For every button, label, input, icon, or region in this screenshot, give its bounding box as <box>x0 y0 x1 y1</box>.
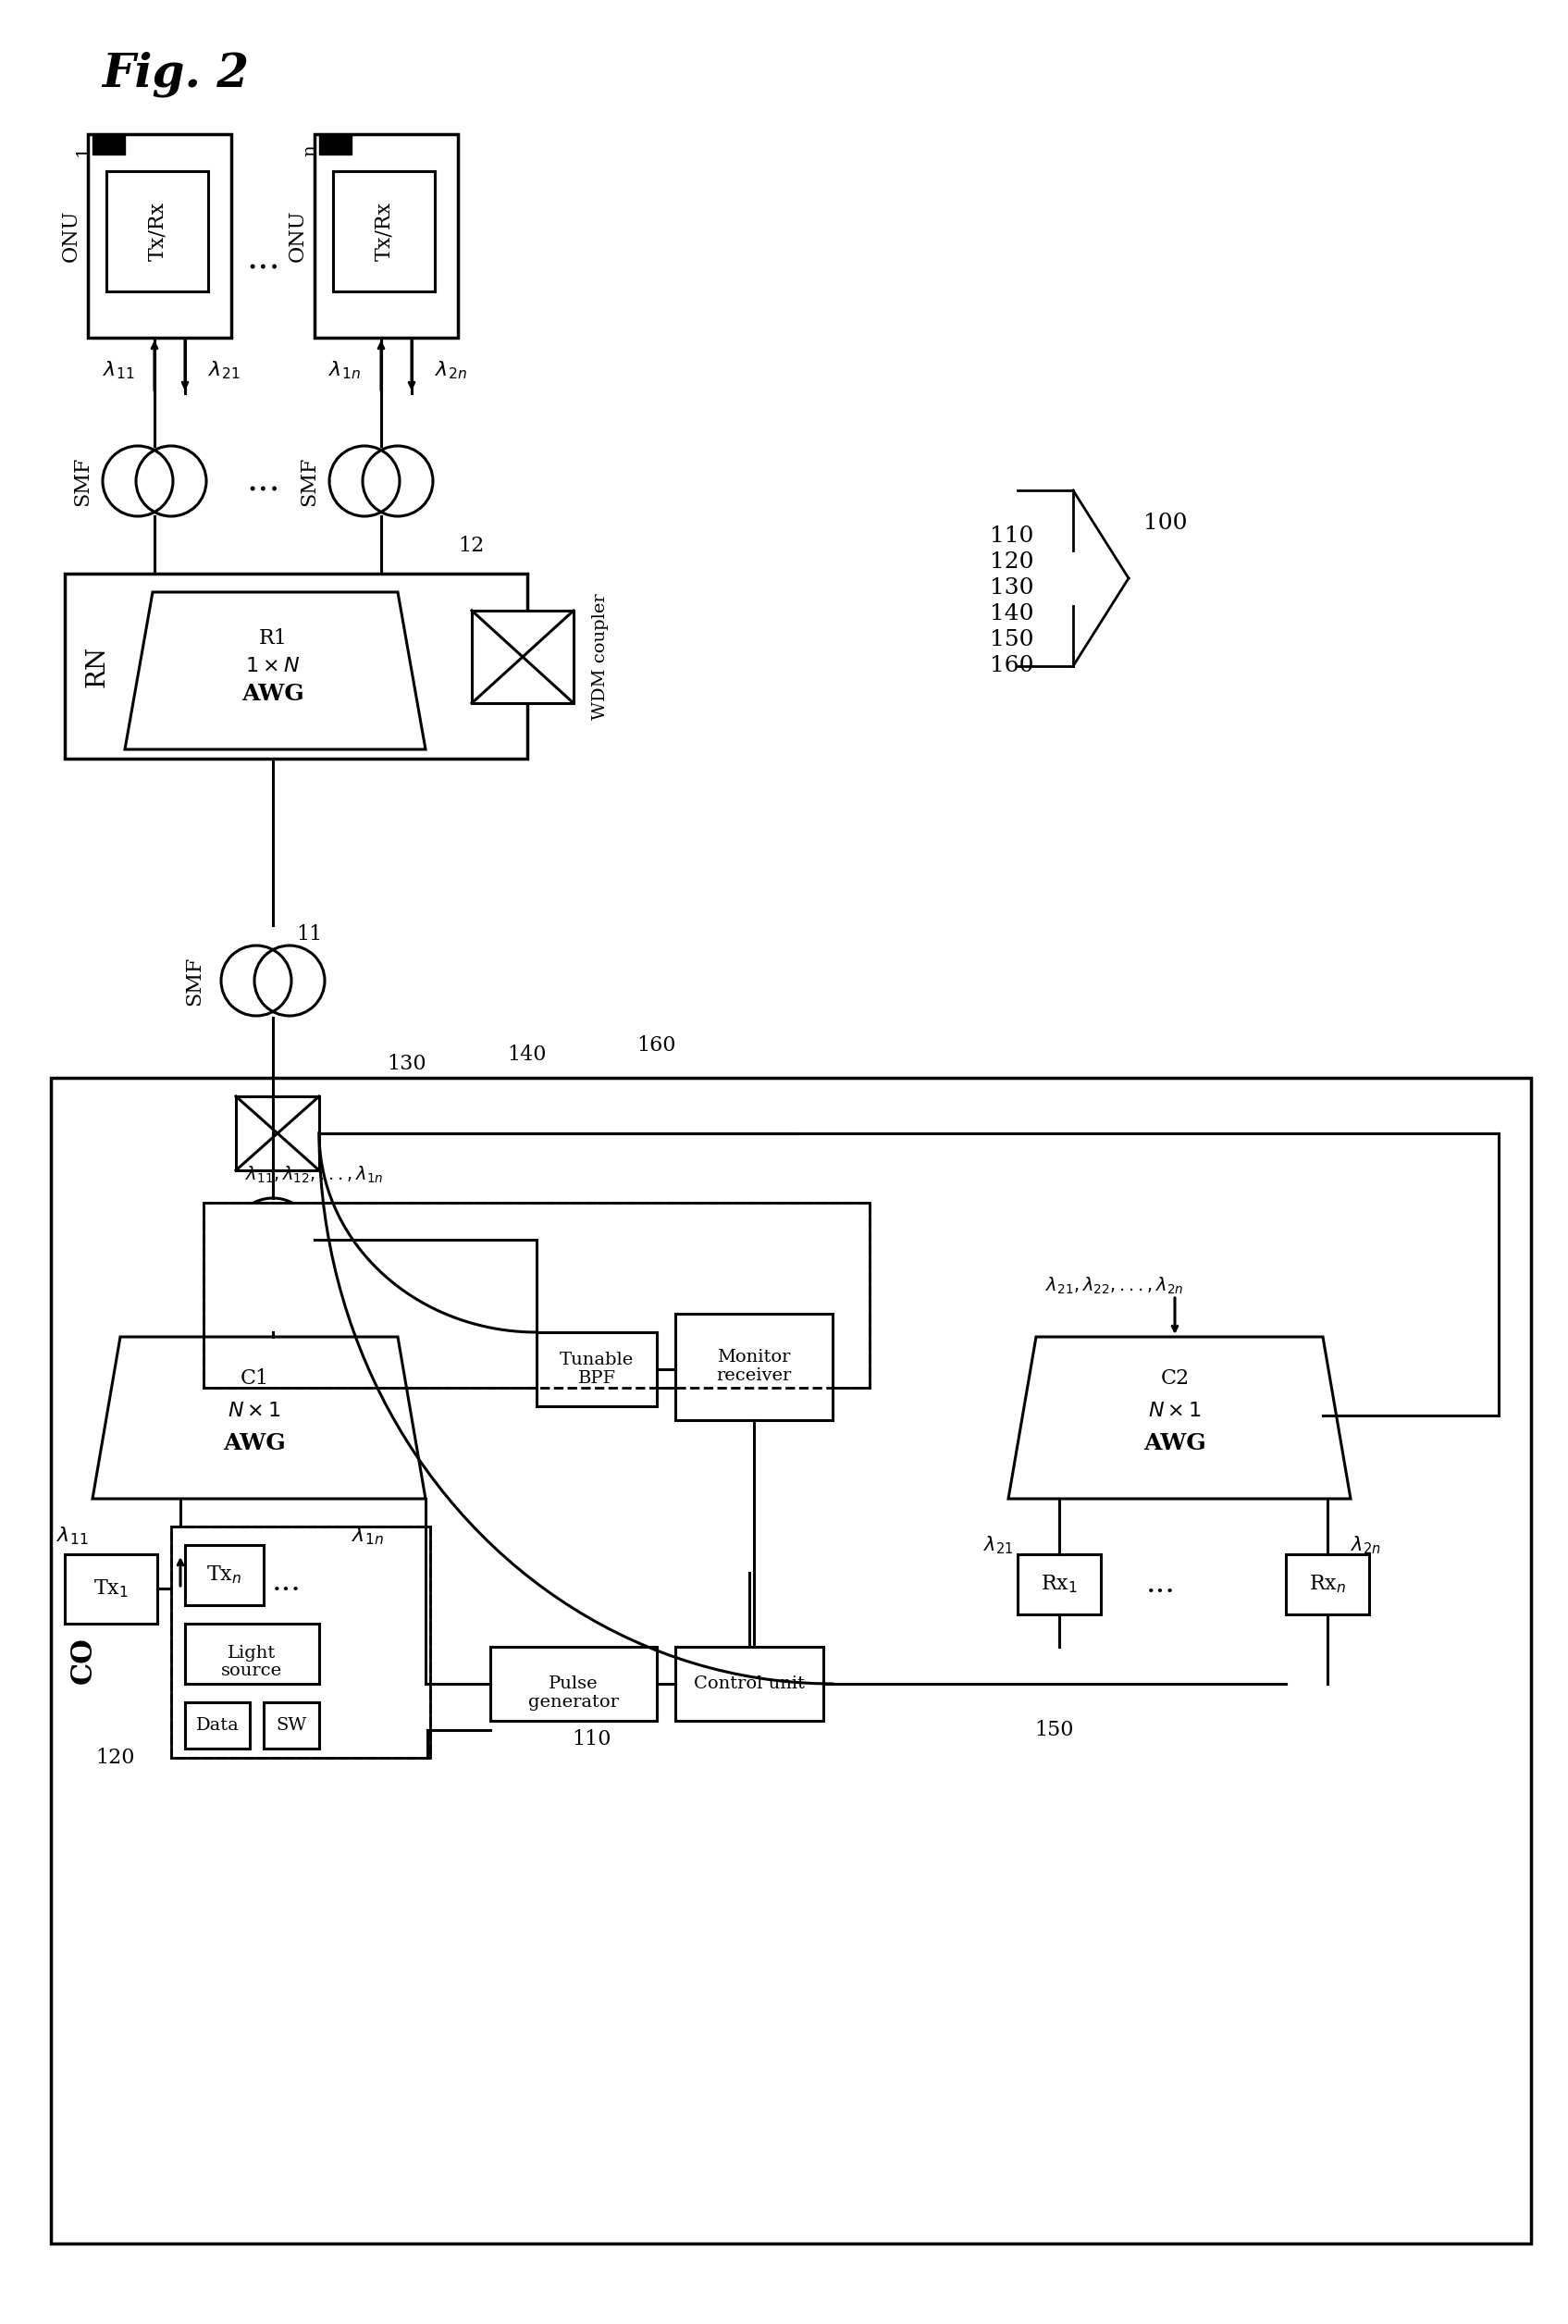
Bar <box>171 1527 430 1757</box>
Text: $\lambda_{21}, \lambda_{22}, ..., \lambda_{2n}$: $\lambda_{21}, \lambda_{22}, ..., \lambd… <box>1046 1276 1184 1297</box>
Text: Light: Light <box>227 1645 276 1662</box>
Bar <box>1286 1555 1369 1615</box>
Bar <box>185 1624 320 1685</box>
Text: 110: 110 <box>989 525 1033 546</box>
Text: SMF: SMF <box>183 955 204 1006</box>
Text: SMF: SMF <box>299 456 320 507</box>
Text: 160: 160 <box>989 655 1033 676</box>
Text: Tunable: Tunable <box>560 1353 633 1369</box>
Text: Tx/Rx: Tx/Rx <box>373 202 394 260</box>
Bar <box>536 1332 657 1406</box>
Text: BPF: BPF <box>577 1371 616 1387</box>
Text: 100: 100 <box>1143 511 1187 532</box>
Text: ...: ... <box>246 242 281 277</box>
Text: $\lambda_{11}$: $\lambda_{11}$ <box>102 360 135 381</box>
Text: $\lambda_{11}$: $\lambda_{11}$ <box>56 1525 88 1548</box>
Text: AWG: AWG <box>223 1432 285 1455</box>
Bar <box>204 1204 870 1387</box>
Text: Rx$_n$: Rx$_n$ <box>1309 1573 1345 1594</box>
Text: SMF: SMF <box>72 456 93 507</box>
Text: SW: SW <box>276 1717 307 1734</box>
Text: $N\times1$: $N\times1$ <box>1148 1401 1201 1420</box>
Text: Tx$_1$: Tx$_1$ <box>94 1578 129 1599</box>
Bar <box>185 1701 249 1748</box>
Bar <box>64 1555 157 1624</box>
Text: C2: C2 <box>1160 1369 1189 1390</box>
Text: AWG: AWG <box>1143 1432 1206 1455</box>
Text: $\lambda_{21}$: $\lambda_{21}$ <box>209 360 240 381</box>
Bar <box>1018 1555 1101 1615</box>
Bar <box>263 1701 320 1748</box>
Bar <box>332 172 434 290</box>
Bar <box>320 135 351 153</box>
Text: n: n <box>301 144 318 156</box>
Text: $1\times N$: $1\times N$ <box>245 655 301 676</box>
Bar <box>93 135 125 153</box>
Text: $\lambda_{1n}$: $\lambda_{1n}$ <box>351 1525 384 1548</box>
Text: $N\times1$: $N\times1$ <box>227 1401 281 1420</box>
Text: ONU: ONU <box>287 209 307 263</box>
Text: $\lambda_{11}, \lambda_{12}, ..., \lambda_{1n}$: $\lambda_{11}, \lambda_{12}, ..., \lambd… <box>245 1164 384 1185</box>
Text: Tx/Rx: Tx/Rx <box>147 202 168 260</box>
Text: 120: 120 <box>96 1748 135 1769</box>
Text: $\lambda_{2n}$: $\lambda_{2n}$ <box>1350 1534 1381 1557</box>
Text: 140: 140 <box>989 604 1033 625</box>
Bar <box>676 1648 823 1720</box>
Text: ...: ... <box>246 465 281 497</box>
Text: Rx$_1$: Rx$_1$ <box>1041 1573 1077 1594</box>
Text: 150: 150 <box>1035 1720 1074 1741</box>
Text: Tx$_n$: Tx$_n$ <box>205 1564 241 1585</box>
Text: 1: 1 <box>75 144 91 156</box>
Text: AWG: AWG <box>241 683 304 704</box>
Text: Fig. 2: Fig. 2 <box>102 51 249 98</box>
Text: 140: 140 <box>508 1043 547 1064</box>
Text: Monitor: Monitor <box>717 1348 790 1367</box>
Text: ONU: ONU <box>61 209 82 263</box>
Bar <box>171 1527 430 1757</box>
Text: generator: generator <box>528 1694 619 1710</box>
Text: 12: 12 <box>458 535 485 555</box>
Text: $\lambda_{21}$: $\lambda_{21}$ <box>983 1534 1013 1557</box>
Bar <box>50 1078 1530 2243</box>
Bar <box>491 1648 657 1720</box>
Text: RN: RN <box>85 646 110 688</box>
Text: 110: 110 <box>572 1729 612 1750</box>
Text: 130: 130 <box>387 1053 426 1074</box>
Bar <box>64 574 527 758</box>
Bar <box>107 172 209 290</box>
Text: source: source <box>221 1662 282 1680</box>
Text: ...: ... <box>1146 1569 1176 1599</box>
Bar <box>204 1204 870 1387</box>
Text: Pulse: Pulse <box>549 1676 599 1692</box>
Text: R1: R1 <box>259 627 287 648</box>
Bar <box>315 135 458 337</box>
Text: 150: 150 <box>989 630 1033 651</box>
Text: Data: Data <box>196 1717 238 1734</box>
Bar <box>185 1545 263 1606</box>
Text: Control unit: Control unit <box>693 1676 804 1692</box>
Bar <box>472 611 574 704</box>
Text: 130: 130 <box>989 579 1033 600</box>
Text: $\lambda_{1n}$: $\lambda_{1n}$ <box>329 360 361 381</box>
Bar <box>676 1313 833 1420</box>
Text: 11: 11 <box>296 925 321 944</box>
Text: receiver: receiver <box>717 1367 792 1385</box>
Text: WDM coupler: WDM coupler <box>593 593 608 720</box>
Bar <box>235 1097 320 1171</box>
Text: C1: C1 <box>240 1369 268 1390</box>
Text: 160: 160 <box>637 1034 676 1055</box>
Text: CO: CO <box>69 1636 97 1685</box>
Text: $\lambda_{2n}$: $\lambda_{2n}$ <box>434 360 467 381</box>
Bar <box>88 135 230 337</box>
Text: 120: 120 <box>989 551 1033 574</box>
Text: ...: ... <box>271 1566 301 1597</box>
